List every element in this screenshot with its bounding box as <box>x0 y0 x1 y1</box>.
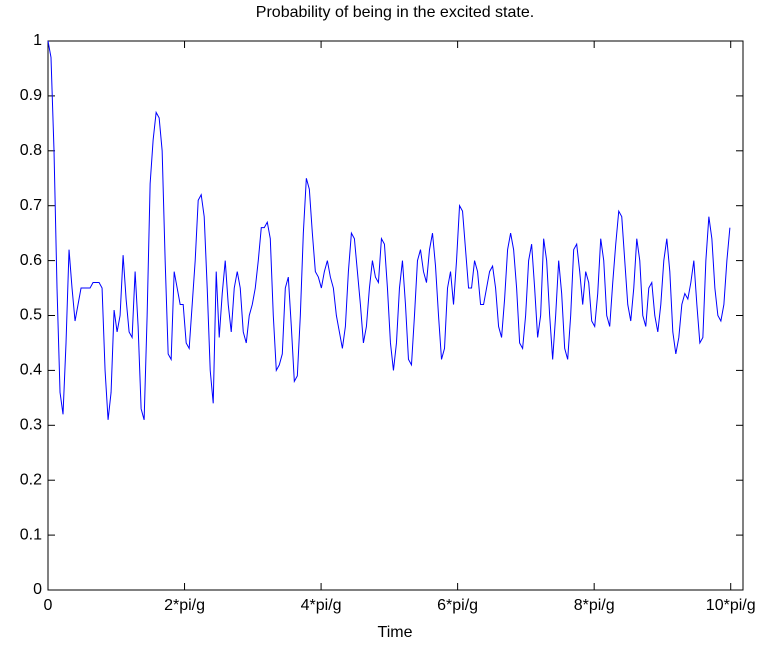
y-tick-label: 0.6 <box>20 252 42 269</box>
y-tick-label: 0 <box>33 581 42 598</box>
y-tick-label: 0.9 <box>20 87 42 104</box>
y-tick-label: 0.7 <box>20 197 42 214</box>
x-tick-label: 0 <box>44 597 53 614</box>
y-tick-label: 0.3 <box>20 417 42 434</box>
x-tick-label: 8*pi/g <box>574 597 615 614</box>
x-tick-label: 6*pi/g <box>437 597 478 614</box>
data-line <box>47 40 731 420</box>
x-axis-label: Time <box>378 624 413 641</box>
y-tick-label: 0.1 <box>20 526 42 543</box>
y-tick-label: 0.8 <box>20 142 42 159</box>
x-tick-label: 10*pi/g <box>706 597 756 614</box>
y-tick-label: 0.5 <box>20 307 42 324</box>
y-tick-label: 0.2 <box>20 471 42 488</box>
x-tick-label: 4*pi/g <box>301 597 342 614</box>
y-tick-label: 0.4 <box>20 362 42 379</box>
x-tick-label: 2*pi/g <box>164 597 205 614</box>
y-tick-label: 1 <box>33 32 42 49</box>
chart-title: Probability of being in the excited stat… <box>256 4 534 21</box>
